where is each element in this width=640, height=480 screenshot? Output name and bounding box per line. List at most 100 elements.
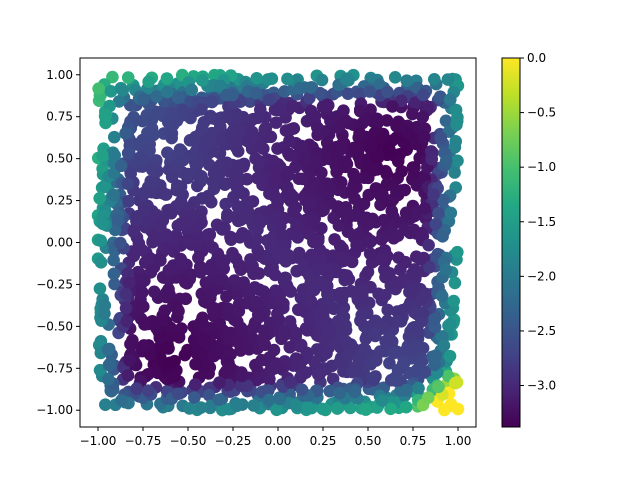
scatter-point [433, 90, 447, 103]
scatter-point [376, 188, 389, 202]
scatter-point [363, 247, 377, 260]
scatter-point [281, 248, 295, 262]
scatter-point [407, 168, 421, 181]
scatter-point [307, 283, 321, 297]
scatter-point [107, 267, 121, 281]
scatter-point [312, 368, 325, 381]
scatter-point [448, 166, 461, 179]
scatter-point [161, 146, 174, 159]
scatter-point [171, 179, 184, 192]
scatter-point [138, 274, 151, 288]
x-tick-label: 0.75 [400, 434, 427, 448]
scatter-point [423, 260, 436, 274]
scatter-point [337, 254, 351, 267]
scatter-point [329, 147, 343, 161]
scatter-point [156, 313, 170, 327]
scatter-point [394, 275, 407, 289]
scatter-point [443, 349, 457, 363]
scatter-point [272, 102, 286, 115]
x-tick-label: −0.50 [170, 434, 207, 448]
scatter-point [320, 177, 334, 191]
scatter-point [447, 294, 461, 308]
scatter-point [379, 270, 392, 284]
scatter-point [332, 121, 346, 135]
scatter-point [295, 383, 309, 397]
scatter-point [185, 83, 199, 97]
scatter-point [189, 357, 202, 371]
scatter-point [300, 401, 314, 415]
scatter-point [363, 85, 376, 98]
y-tick-label: 1.00 [46, 68, 73, 82]
scatter-point [259, 121, 273, 135]
scatter-point [289, 326, 303, 340]
scatter-point [406, 107, 419, 121]
scatter-point [270, 403, 283, 417]
scatter-point [93, 191, 106, 205]
scatter-point [399, 344, 413, 357]
colorbar: 0.0 −0.5 −1.0 −1.5 −2.0 −2.5 −3.0 [501, 51, 556, 428]
scatter-point [116, 83, 130, 97]
scatter-point [337, 310, 351, 324]
scatter-point [435, 289, 449, 303]
scatter-point [220, 364, 233, 378]
scatter-point [450, 114, 464, 128]
scatter-point [146, 163, 159, 177]
scatter-point [308, 154, 321, 168]
scatter-point [389, 131, 403, 145]
scatter-point [121, 177, 135, 191]
scatter-point [262, 393, 276, 407]
scatter-point [286, 99, 300, 113]
scatter-point [400, 74, 414, 87]
scatter-point [321, 265, 335, 278]
scatter-point [252, 267, 266, 280]
scatter-point [291, 231, 305, 244]
scatter-point [331, 402, 344, 415]
scatter-point [136, 300, 150, 313]
scatter-point [96, 149, 109, 162]
scatter-point [92, 82, 105, 96]
colorbar-tick-label: −1.5 [527, 215, 556, 229]
scatter-point [391, 155, 405, 168]
scatter-point [137, 188, 150, 202]
scatter-point [429, 217, 443, 231]
scatter-point [380, 114, 394, 127]
scatter-point [165, 131, 178, 145]
scatter-point [391, 363, 405, 377]
scatter-point [304, 195, 318, 209]
scatter-point [197, 334, 210, 347]
scatter-point [144, 348, 157, 362]
scatter-point [324, 114, 337, 128]
scatter-point [399, 383, 413, 397]
scatter-point [93, 282, 107, 296]
scatter-point [202, 388, 216, 402]
scatter-point [375, 394, 389, 407]
scatter-point [293, 82, 307, 95]
scatter-point [369, 150, 383, 164]
scatter-point [215, 258, 229, 272]
scatter-point [244, 132, 258, 146]
scatter-point [449, 376, 463, 390]
scatter-point [316, 306, 330, 319]
scatter-point [363, 235, 377, 249]
scatter-point [188, 378, 202, 391]
scatter-point [171, 387, 185, 401]
scatter-point [349, 209, 362, 222]
scatter-point [142, 75, 155, 88]
scatter-point [150, 90, 163, 103]
scatter-point [398, 223, 411, 236]
scatter-point [416, 110, 430, 124]
scatter-point [287, 204, 300, 218]
scatter-point [103, 357, 117, 370]
scatter-point [147, 285, 161, 299]
scatter-point [380, 179, 393, 192]
scatter-point [381, 303, 395, 317]
scatter-point [313, 86, 327, 100]
scatter-point [194, 401, 208, 414]
scatter-point [429, 349, 442, 362]
scatter-point [437, 193, 450, 207]
scatter-point [359, 403, 373, 416]
scatter-point [311, 234, 325, 248]
scatter-point [361, 265, 375, 279]
scatter-point [220, 211, 234, 224]
